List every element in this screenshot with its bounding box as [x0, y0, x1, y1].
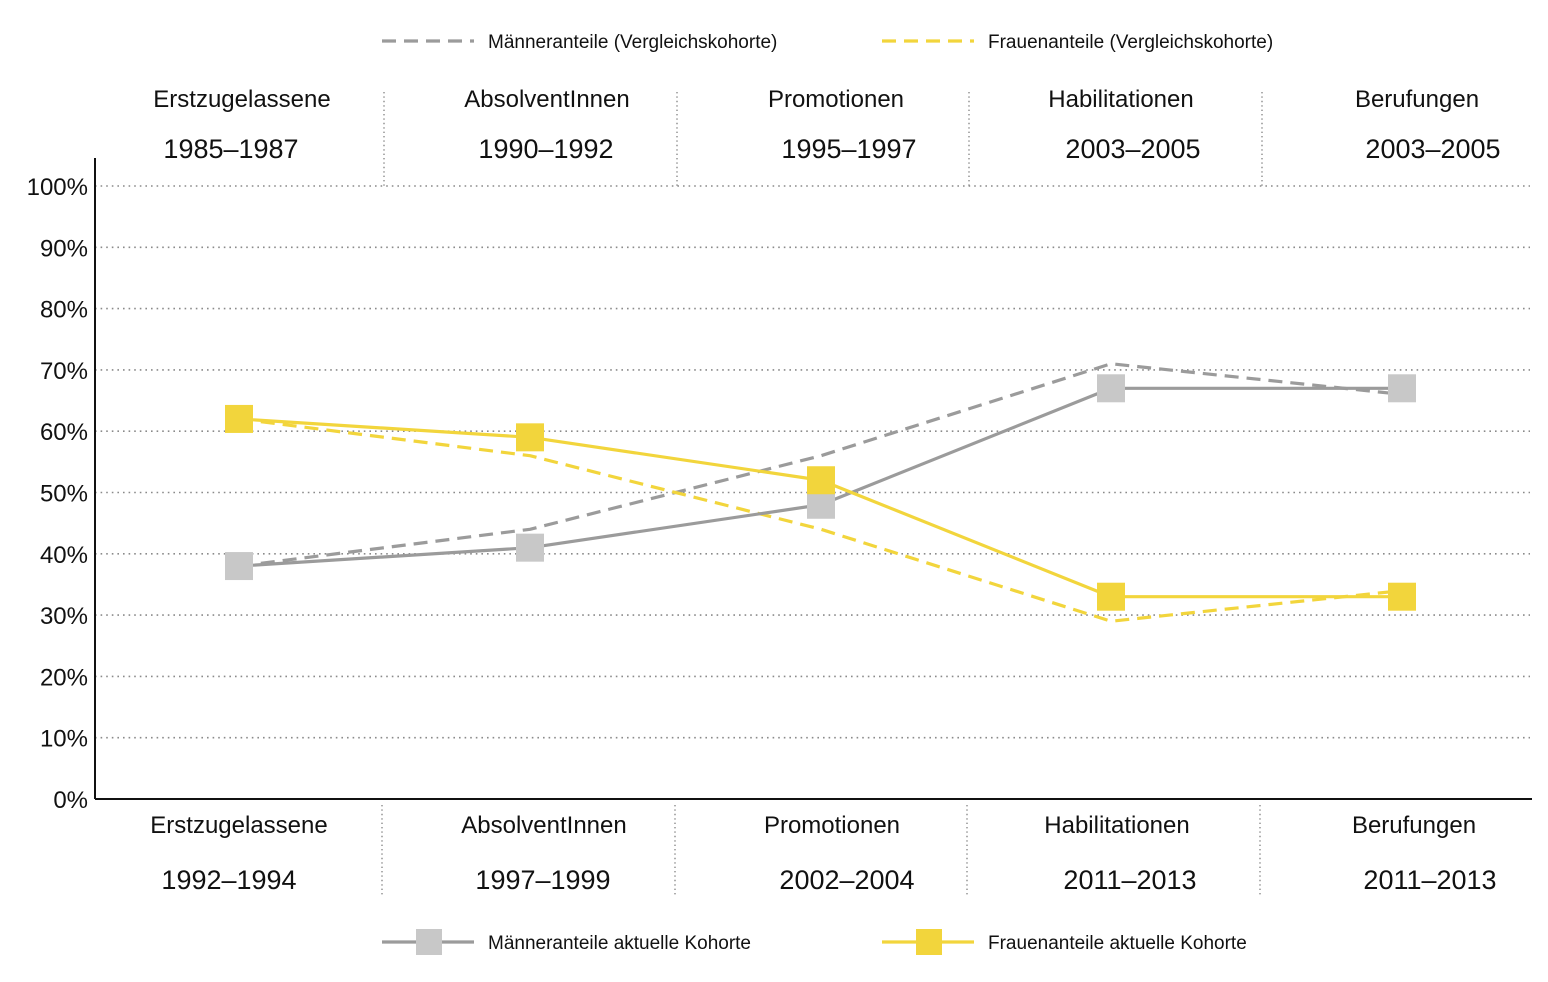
y-tick-label: 60%	[40, 419, 88, 446]
series-marker	[807, 466, 835, 495]
series-markers	[225, 374, 1416, 611]
y-tick-label: 70%	[40, 358, 88, 385]
y-tick-label: 20%	[40, 664, 88, 691]
legend-top: Männeranteile (Vergleichskohorte) Frauena…	[382, 32, 1273, 53]
top-category-period: 2003–2005	[1065, 134, 1200, 164]
bottom-category-name: Promotionen	[764, 812, 900, 839]
top-category-name: Habilitationen	[1048, 86, 1193, 113]
top-category-period: 1990–1992	[478, 134, 613, 164]
y-tick-label: 30%	[40, 603, 88, 630]
top-category-name: AbsolventInnen	[464, 86, 629, 113]
series-marker	[807, 490, 835, 519]
top-category-labels: Erstzugelassene 1985–1987 AbsolventInnen 19…	[153, 86, 1500, 164]
bottom-category-name: Berufungen	[1352, 812, 1476, 839]
y-tick-labels: 0% 10% 20% 30% 40% 50% 60% 70% 80% 90% 100%	[27, 174, 88, 814]
y-tick-label: 50%	[40, 481, 88, 508]
top-category-period: 2003–2005	[1365, 134, 1500, 164]
bottom-category-name: AbsolventInnen	[461, 812, 626, 839]
top-category-period: 1995–1997	[781, 134, 916, 164]
legend-label: Frauenanteile (Vergleichskohorte)	[988, 32, 1273, 53]
legend-label: Männeranteile (Vergleichskohorte)	[488, 32, 777, 53]
y-tick-label: 100%	[27, 174, 88, 201]
top-category-name: Promotionen	[768, 86, 904, 113]
legend-bottom: Männeranteile aktuelle Kohorte Frauenante…	[382, 929, 1247, 955]
series-marker	[1097, 374, 1125, 403]
y-tick-label: 10%	[40, 726, 88, 753]
category-separators	[381, 92, 1263, 895]
bottom-category-name: Erstzugelassene	[150, 812, 327, 839]
series-marker	[225, 404, 253, 433]
series-marker	[516, 423, 544, 452]
series-line	[238, 417, 1403, 623]
legend-marker	[416, 929, 442, 955]
legend-label: Frauenanteile aktuelle Kohorte	[988, 933, 1247, 954]
top-category-name: Berufungen	[1355, 86, 1479, 113]
y-tick-label: 40%	[40, 542, 88, 569]
series-marker	[1097, 582, 1125, 611]
series-marker	[1388, 582, 1416, 611]
axes	[94, 158, 1532, 800]
top-category-period: 1985–1987	[163, 134, 298, 164]
bottom-category-period: 2002–2004	[779, 865, 914, 895]
series-marker	[225, 552, 253, 581]
bottom-category-period: 2011–2013	[1063, 865, 1196, 895]
y-tick-label: 0%	[53, 787, 88, 814]
y-tick-label: 80%	[40, 297, 88, 324]
bottom-category-name: Habilitationen	[1044, 812, 1189, 839]
grid-lines	[95, 185, 1530, 739]
bottom-category-period: 1992–1994	[161, 865, 296, 895]
bottom-category-period: 2011–2013	[1363, 865, 1496, 895]
series-line	[238, 362, 1403, 568]
legend-label: Männeranteile aktuelle Kohorte	[488, 933, 751, 954]
legend-marker	[916, 929, 942, 955]
top-category-name: Erstzugelassene	[153, 86, 330, 113]
series-marker	[1388, 374, 1416, 403]
bottom-category-period: 1997–1999	[475, 865, 610, 895]
series-marker	[516, 533, 544, 562]
bottom-category-labels: Erstzugelassene 1992–1994 AbsolventInnen 19…	[150, 812, 1496, 895]
y-tick-label: 90%	[40, 235, 88, 262]
